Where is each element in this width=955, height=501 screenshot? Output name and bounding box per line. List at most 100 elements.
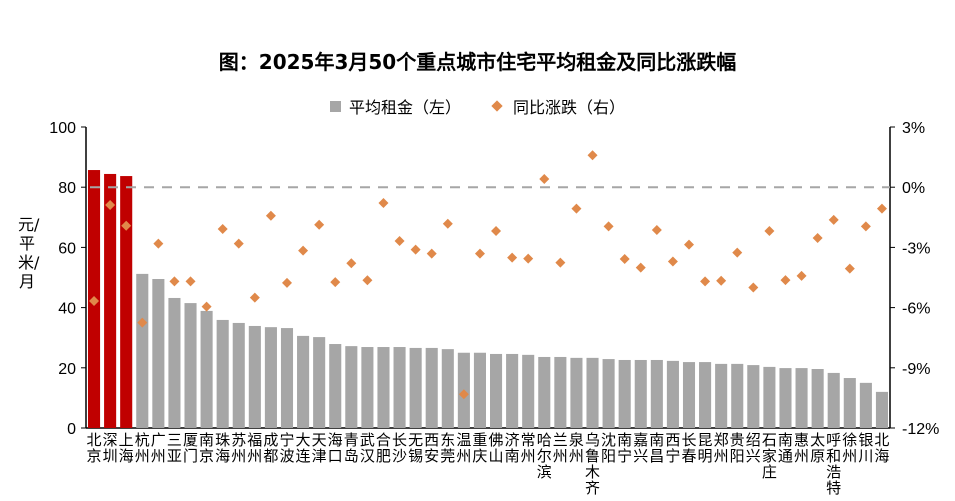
x-tick-label: 兰州 [552, 431, 568, 465]
legend-dot-label: 同比涨跌（右） [513, 98, 626, 117]
dot-银川 [860, 221, 871, 232]
x-tick-label: 昆明 [697, 431, 713, 465]
x-tick-label: 北京 [86, 431, 102, 465]
dot-长沙 [394, 235, 405, 246]
dot-南京 [201, 301, 212, 312]
bar-西宁 [666, 360, 679, 428]
y-axis-label: 元/平米/月 [18, 215, 40, 291]
bar-长春 [682, 362, 696, 428]
dot-北海 [876, 203, 887, 214]
bar-南通 [779, 368, 792, 428]
dot-温州 [458, 389, 469, 400]
bar-青岛 [345, 346, 358, 428]
right-tick-label: -9% [902, 361, 930, 378]
x-tick-label: 佛山 [488, 431, 504, 465]
x-tick-label: 杭州 [134, 431, 150, 465]
x-tick-label: 沈阳 [601, 431, 617, 465]
dot-呼和浩特 [828, 214, 839, 225]
bar-惠州 [795, 368, 808, 428]
x-tick-label: 常州 [520, 431, 536, 465]
bar-广州 [152, 279, 165, 428]
dot-昆明 [700, 276, 711, 287]
bar-绍兴 [747, 365, 760, 428]
bar-嘉兴 [634, 359, 647, 428]
dot-南宁 [619, 254, 630, 265]
dot-贵阳 [732, 247, 743, 258]
x-tick-label: 贵阳 [729, 431, 745, 465]
bar-太原 [811, 369, 824, 428]
x-tick-label: 珠海 [215, 431, 231, 465]
right-tick-label: -3% [902, 240, 930, 257]
x-tick-label: 绍兴 [745, 431, 761, 465]
dot-上海 [121, 220, 132, 231]
left-tick-label: 80 [58, 180, 76, 197]
bar-福州 [248, 325, 261, 428]
bar-杭州 [136, 273, 149, 428]
bar-海口 [329, 344, 342, 428]
bar-北海 [875, 391, 888, 428]
x-tick-label: 海口 [327, 431, 343, 465]
left-tick-label: 0 [67, 421, 76, 438]
dot-深圳 [105, 200, 116, 211]
x-tick-label: 成都 [263, 431, 279, 465]
dot-佛山 [491, 225, 502, 236]
bar-南京 [200, 310, 213, 428]
dot-沈阳 [603, 221, 614, 232]
x-tick-label: 温州 [456, 431, 472, 465]
bar-泉州 [570, 357, 583, 428]
dot-杭州 [137, 317, 148, 328]
x-tick-label: 泉州 [568, 431, 584, 465]
bar-上海 [120, 176, 133, 428]
left-tick-label: 20 [58, 361, 76, 378]
dot-成都 [265, 210, 276, 221]
x-tick-label: 南宁 [617, 431, 633, 465]
x-tick-label: 西安 [424, 431, 440, 465]
x-tick-label: 宁波 [279, 431, 295, 465]
x-tick-label: 大连 [295, 431, 311, 465]
dot-宁波 [282, 277, 292, 288]
bar-昆明 [699, 362, 712, 428]
bar-贵阳 [731, 363, 744, 428]
x-tick-label: 南昌 [649, 431, 665, 465]
bar-沈阳 [602, 359, 615, 428]
bar-郑州 [715, 363, 728, 428]
x-tick-label: 广州 [150, 431, 166, 465]
x-tick-label: 石家庄 [761, 431, 777, 481]
dot-惠州 [796, 270, 807, 281]
dot-苏州 [233, 238, 244, 249]
dot-青岛 [346, 258, 357, 269]
dot-兰州 [555, 257, 566, 268]
bar-徐州 [843, 378, 856, 428]
dot-长春 [684, 239, 694, 250]
legend-bar-swatch [330, 100, 341, 112]
bar-济南 [506, 353, 519, 428]
bar-南宁 [618, 359, 631, 428]
x-tick-label: 青岛 [343, 431, 359, 465]
dot-泉州 [571, 203, 582, 214]
x-tick-label: 呼和浩特 [826, 431, 842, 497]
bar-厦门 [184, 303, 197, 428]
right-tick-label: -6% [902, 301, 930, 318]
bar-武汉 [361, 347, 374, 428]
dot-嘉兴 [635, 262, 646, 273]
x-tick-label: 嘉兴 [633, 431, 649, 465]
bar-深圳 [104, 173, 117, 428]
bar-宁波 [280, 328, 294, 428]
dot-珠海 [217, 223, 228, 234]
x-tick-label: 太原 [810, 431, 826, 465]
bar-哈尔滨 [538, 356, 551, 428]
x-tick-label: 济南 [504, 431, 520, 465]
legend: 平均租金（左） 同比涨跌（右） [330, 94, 625, 118]
dot-绍兴 [748, 282, 759, 293]
x-tick-label: 厦门 [182, 431, 198, 465]
dot-常州 [523, 253, 534, 264]
dot-东莞 [442, 218, 453, 229]
dot-福州 [249, 292, 260, 303]
x-tick-label: 苏州 [231, 431, 247, 465]
bar-乌鲁木齐 [586, 357, 599, 428]
dot-大连 [298, 245, 309, 256]
x-tick-label: 合肥 [375, 431, 391, 465]
x-tick-label: 深圳 [102, 431, 118, 465]
dot-西宁 [667, 256, 678, 267]
dot-广州 [153, 238, 164, 249]
